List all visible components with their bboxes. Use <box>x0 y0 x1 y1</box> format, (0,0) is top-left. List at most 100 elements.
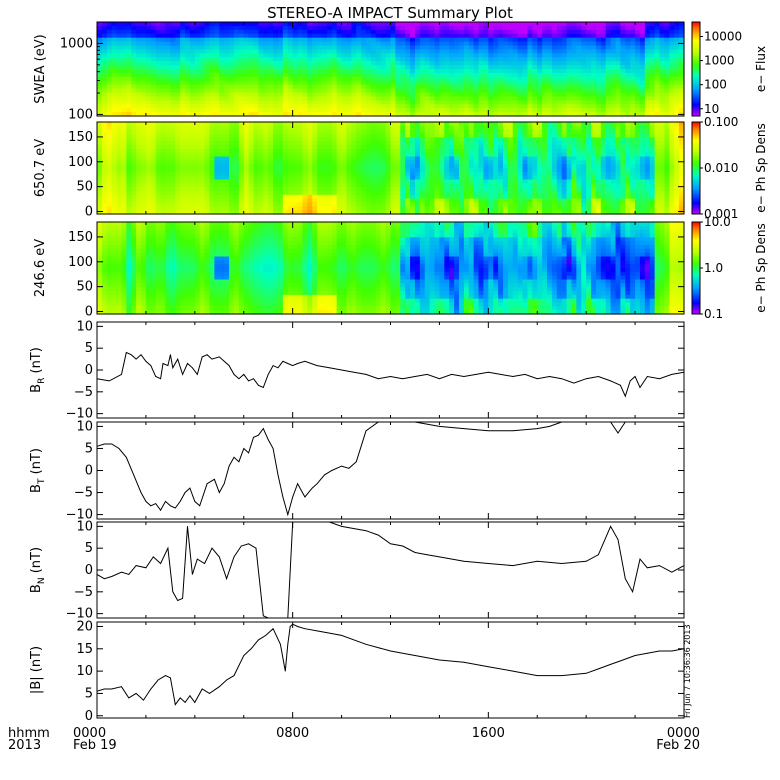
heatmap-cell <box>488 152 494 158</box>
heatmap-cell <box>458 41 465 47</box>
heatmap-cell <box>165 33 171 39</box>
heatmap-cell <box>233 122 240 127</box>
heatmap-cell <box>282 57 289 62</box>
heatmap-cell <box>390 96 396 101</box>
heatmap-cell <box>351 80 357 86</box>
heatmap-cell <box>111 96 118 101</box>
heatmap-cell <box>322 49 328 54</box>
heatmap-cell <box>390 45 396 51</box>
heatmap-cell <box>219 187 225 192</box>
heatmap-cell <box>449 164 455 169</box>
heatmap-cell <box>605 84 612 90</box>
heatmap-cell <box>165 84 171 90</box>
heatmap-cell <box>219 183 225 188</box>
heatmap-cell <box>194 88 201 94</box>
heatmap-cell <box>160 179 167 184</box>
heatmap-cell <box>204 148 211 154</box>
heatmap-cell <box>429 72 436 78</box>
heatmap-cell <box>346 122 352 127</box>
heatmap-cell <box>410 61 416 66</box>
heatmap-cell <box>414 164 421 169</box>
heatmap-cell <box>214 194 220 200</box>
heatmap-cell <box>224 194 230 200</box>
heatmap-cell <box>121 65 127 70</box>
heatmap-cell <box>136 145 142 150</box>
heatmap-cell <box>468 96 475 101</box>
heatmap-cell <box>185 22 191 27</box>
heatmap-cell <box>233 92 240 98</box>
heatmap-cell <box>322 156 328 161</box>
heatmap-cell <box>238 29 245 35</box>
heatmap-cell <box>111 148 118 154</box>
heatmap-cell <box>429 145 436 150</box>
heatmap-cell <box>561 100 568 105</box>
heatmap-cell <box>561 88 568 94</box>
heatmap-cell <box>180 37 186 43</box>
heatmap-cell <box>630 92 636 98</box>
heatmap-cell <box>307 25 313 31</box>
heatmap-cell <box>503 65 509 70</box>
heatmap-cell <box>317 191 323 196</box>
heatmap-cell <box>346 179 352 184</box>
heatmap-cell <box>449 45 455 51</box>
heatmap-cell <box>131 29 137 35</box>
heatmap-cell <box>160 96 167 101</box>
heatmap-cell <box>380 156 387 161</box>
heatmap-cell <box>556 29 563 35</box>
heatmap-cell <box>263 108 269 113</box>
heatmap-cell <box>483 72 489 78</box>
heatmap-cell <box>512 72 519 78</box>
heatmap-cell <box>586 53 592 58</box>
heatmap-cell <box>659 76 666 82</box>
heatmap-cell <box>644 45 651 51</box>
heatmap-cell <box>419 179 426 184</box>
heatmap-cell <box>204 125 211 131</box>
heatmap-cell <box>204 187 211 192</box>
heatmap-cell <box>273 122 279 127</box>
heatmap-cell <box>669 104 675 109</box>
heatmap-cell <box>277 148 284 154</box>
heatmap-cell <box>145 202 152 207</box>
heatmap-cell <box>141 80 147 86</box>
heatmap-cell <box>307 202 313 207</box>
heatmap-cell <box>111 133 118 138</box>
heatmap-cell <box>424 145 431 150</box>
heatmap-cell <box>463 164 470 169</box>
heatmap-cell <box>664 76 670 82</box>
heatmap-cell <box>204 122 211 127</box>
heatmap-cell <box>336 175 343 181</box>
heatmap-cell <box>600 112 607 117</box>
heatmap-cell <box>410 137 416 142</box>
heatmap-cell <box>175 41 181 47</box>
heatmap-cell <box>287 33 294 39</box>
heatmap-cell <box>185 108 191 113</box>
heatmap-cell <box>233 175 240 181</box>
heatmap-cell <box>341 84 348 90</box>
heatmap-cell <box>483 33 489 39</box>
heatmap-cell <box>507 160 514 165</box>
heatmap-cell <box>341 69 348 74</box>
heatmap-cell <box>238 88 245 94</box>
heatmap-cell <box>297 88 304 94</box>
heatmap-cell <box>312 183 318 188</box>
heatmap-cell <box>351 22 357 27</box>
heatmap-cell <box>126 187 132 192</box>
heatmap-cell <box>424 141 431 146</box>
heatmap-cell <box>268 164 274 169</box>
heatmap-cell <box>351 37 357 43</box>
heatmap-cell <box>679 45 685 51</box>
heatmap-cell <box>258 104 264 109</box>
heatmap-cell <box>366 141 372 146</box>
heatmap-cell <box>277 88 284 94</box>
heatmap-cell <box>498 84 504 90</box>
heatmap-cell <box>336 198 343 204</box>
heatmap-cell <box>185 29 191 35</box>
heatmap-cell <box>654 100 661 105</box>
heatmap-cell <box>131 45 137 51</box>
heatmap-cell <box>375 45 382 51</box>
heatmap-cell <box>248 69 255 74</box>
heatmap-cell <box>185 84 191 90</box>
heatmap-cell <box>414 25 421 31</box>
heatmap-cell <box>277 92 284 98</box>
heatmap-cell <box>141 122 147 127</box>
